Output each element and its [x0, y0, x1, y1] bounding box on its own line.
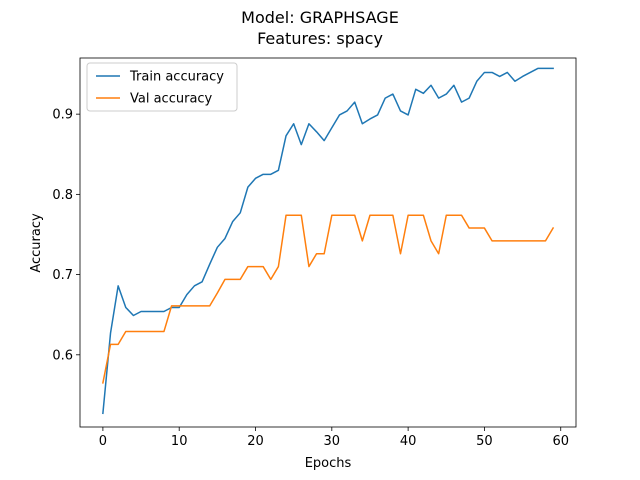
x-tick-label: 50 [476, 434, 493, 449]
y-tick-label: 0.9 [52, 108, 73, 123]
y-tick-label: 0.8 [52, 188, 73, 203]
legend-label-val: Val accuracy [130, 92, 213, 107]
chart-title: Model: GRAPHSAGE [241, 8, 399, 27]
series-line-train-accuracy [102, 67, 554, 415]
x-tick-label: 10 [171, 434, 188, 449]
legend-label-train: Train accuracy [129, 70, 224, 85]
legend-box [86, 62, 238, 112]
y-axis-label: Accuracy [29, 213, 44, 273]
x-axis-label: Epochs [305, 456, 352, 471]
axes-frame [79, 57, 577, 428]
x-tick-label: 20 [247, 434, 264, 449]
series-line-val-accuracy [102, 214, 555, 384]
legend: Train accuracy Val accuracy [86, 62, 238, 112]
y-tick-label: 0.7 [52, 268, 73, 283]
x-tick-label: 60 [552, 434, 569, 449]
x-tick-label: 0 [99, 434, 107, 449]
x-tick-label: 40 [400, 434, 417, 449]
y-tick-label: 0.6 [52, 348, 73, 363]
chart-subtitle: Features: spacy [257, 29, 383, 48]
plot-area: 0 10 20 30 40 50 60 0.6 0.7 0.8 0.9 [52, 57, 577, 449]
x-tick-label: 30 [324, 434, 341, 449]
